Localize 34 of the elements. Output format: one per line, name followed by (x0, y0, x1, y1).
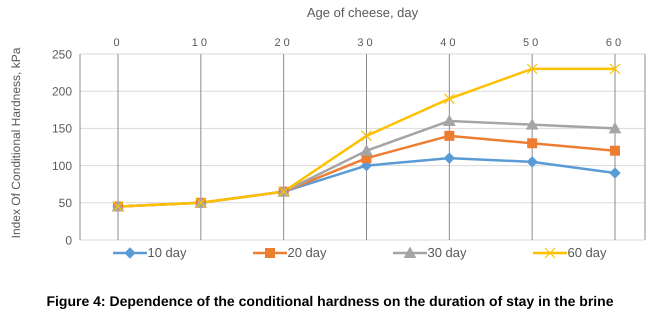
y-tick-label: 200 (52, 84, 72, 98)
y-tick-label: 100 (52, 158, 72, 173)
legend-label: 60 day (567, 245, 607, 260)
point (526, 63, 538, 74)
x-tick-label: 10 (192, 37, 210, 49)
point (444, 152, 455, 164)
y-tick-label: 0 (65, 233, 72, 248)
point (444, 130, 454, 141)
x-tick-label: 0 (113, 37, 123, 49)
x-tick-label: 50 (523, 37, 542, 49)
point (443, 114, 456, 126)
point (360, 144, 372, 156)
point (609, 122, 621, 134)
point (444, 93, 455, 104)
point (610, 168, 620, 179)
point (527, 138, 538, 148)
legend-label: 20 day (287, 245, 327, 260)
y-tick-label: 50 (58, 196, 72, 210)
point (609, 63, 621, 74)
x-tick-label: 60 (606, 37, 624, 49)
y-axis-title: Index Of Conditional Hardness, kPa (9, 47, 23, 238)
x-tick-label: 20 (274, 37, 293, 49)
point (610, 146, 620, 156)
x-tick-label: 30 (357, 37, 376, 49)
text: Figure 4: Dependence of the conditional hardness on the duration of stay in the brine (45, 293, 615, 309)
legend-label: 10 day (147, 245, 187, 260)
y-tick-label: 150 (52, 122, 72, 136)
legend-label: 30 day (427, 245, 467, 260)
point (360, 130, 372, 142)
point (526, 156, 538, 168)
y-tick-label: 250 (52, 47, 72, 62)
x-tick-label: 40 (440, 37, 458, 49)
x-axis-title: Age of cheese, day (306, 5, 419, 20)
point (526, 118, 538, 130)
